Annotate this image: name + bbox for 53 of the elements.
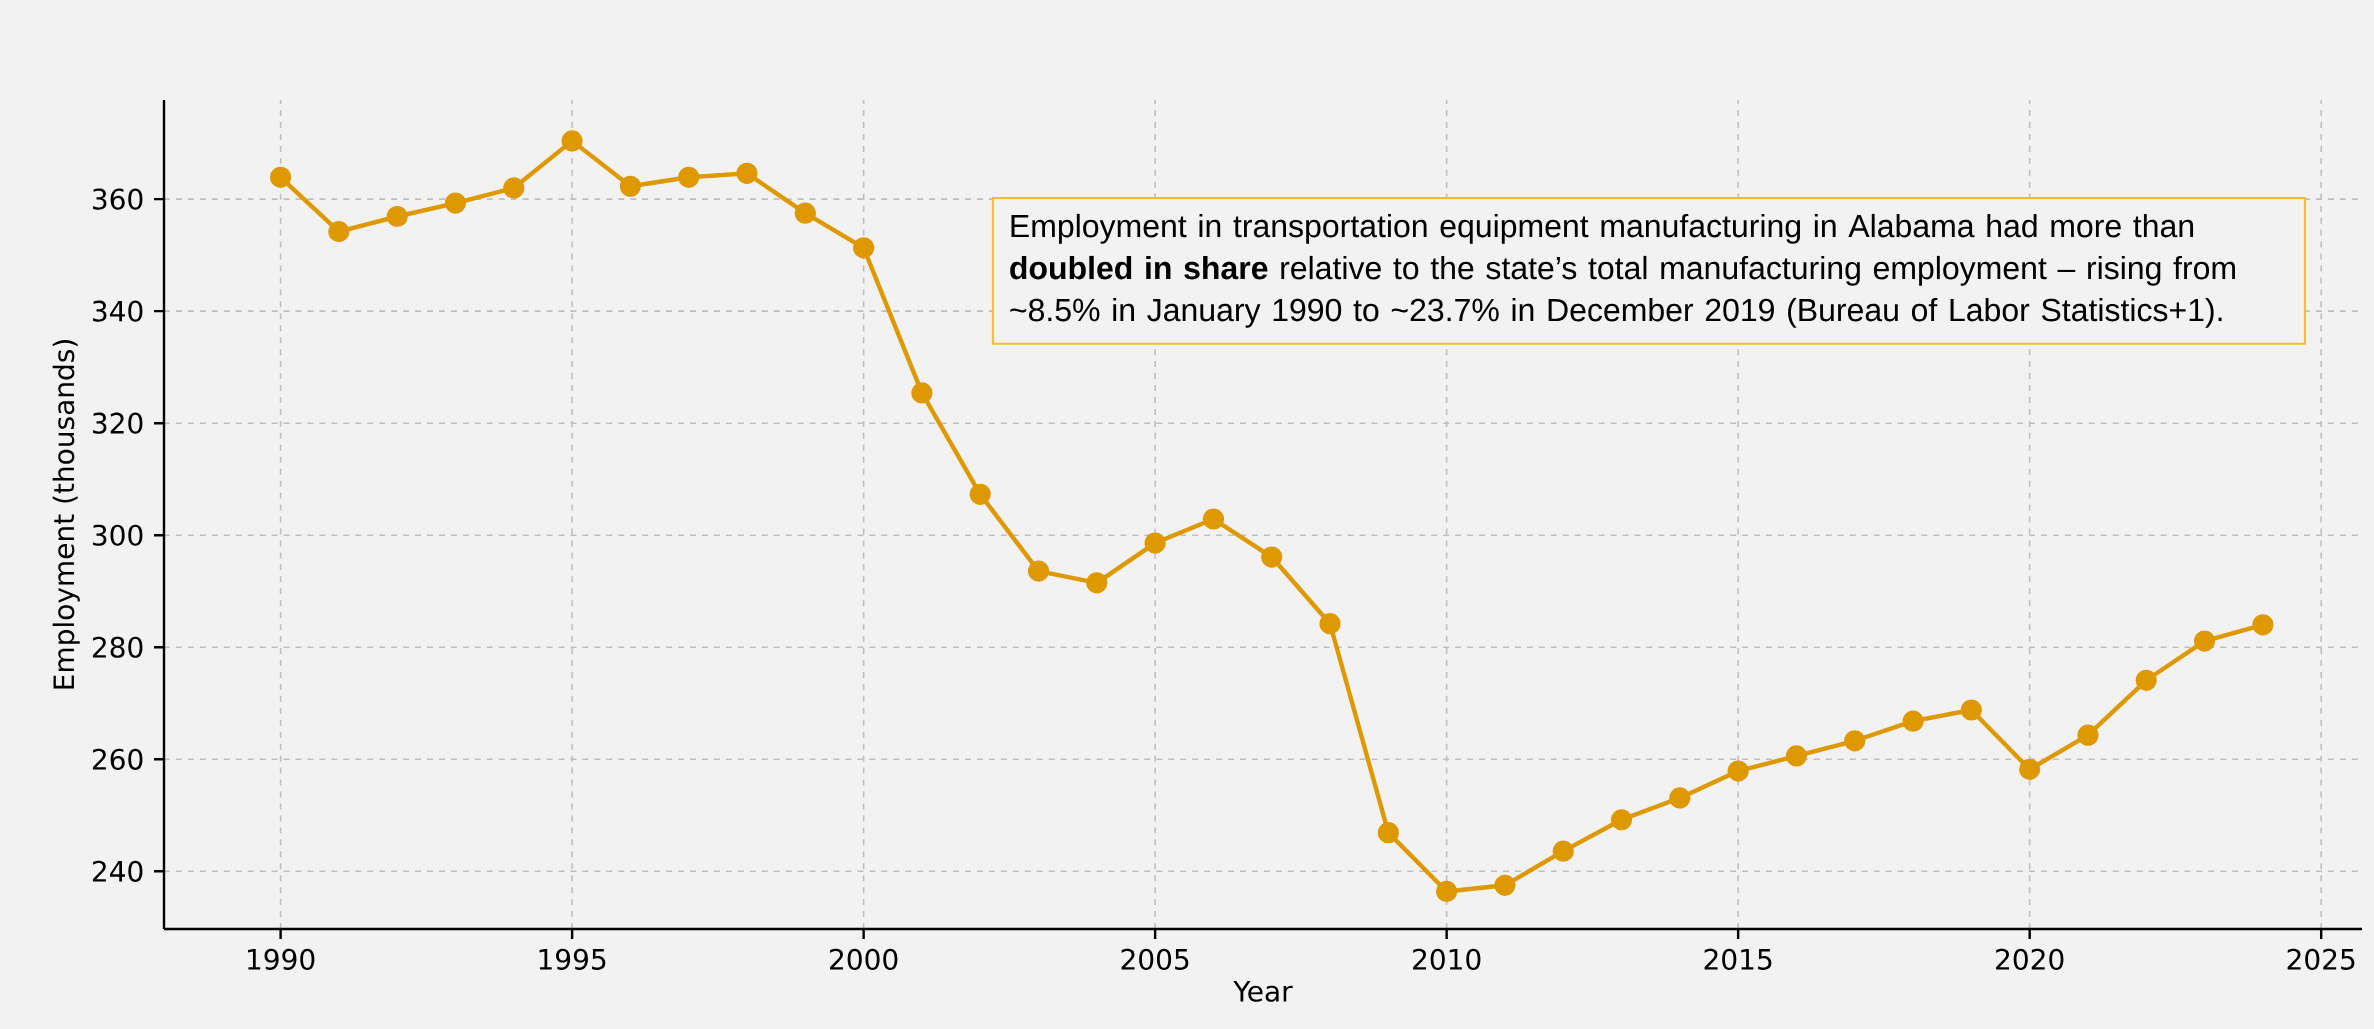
point (1377, 822, 1399, 844)
point (619, 175, 642, 197)
point (2193, 630, 2216, 652)
y-tick-label: 340 (92, 300, 143, 322)
y-axis-title: Employment (thousands) (52, 340, 80, 689)
point (1261, 546, 1283, 568)
point (1844, 730, 1866, 752)
x-tick-label: 2000 (830, 948, 898, 970)
y-tick-label: 280 (92, 636, 143, 658)
x-tick-label: 1990 (248, 948, 315, 970)
x-tick-label: 2015 (1704, 948, 1772, 970)
point (561, 130, 583, 152)
point (1086, 572, 1108, 594)
point (794, 202, 816, 224)
y-tick-label: 240 (92, 860, 143, 882)
x-tick-label: 2025 (2287, 948, 2355, 970)
point (1610, 809, 1633, 831)
point (1902, 710, 1924, 732)
point (1202, 508, 1225, 530)
x-tick-label: 1995 (539, 948, 606, 970)
point (1960, 699, 1982, 721)
point (1552, 840, 1574, 862)
point (1436, 880, 1458, 903)
point (1027, 560, 1050, 582)
y-tick-label: 260 (92, 748, 143, 770)
x-tick-label: 2005 (1121, 948, 1189, 970)
point (2252, 614, 2274, 636)
point (2019, 758, 2041, 780)
y-tick-label: 360 (92, 188, 143, 210)
point (1785, 745, 1808, 767)
point (969, 483, 991, 505)
point (328, 221, 350, 243)
x-tick-label: 2020 (1996, 948, 2064, 970)
annotation: Employment in transportation equipment manufacturing in Alabama had more than doubled in share relative to the state’s total manufacturing employment – rising from ~8.5% in January 1990 to ~23.7% in December 2019 (Bureau of Labor Statistics+1). (1010, 213, 2235, 328)
point (678, 166, 700, 188)
point (1144, 532, 1166, 554)
y-tick-label: 300 (92, 524, 143, 546)
point (503, 177, 525, 199)
x-tick-label: 2010 (1413, 948, 1481, 970)
point (911, 382, 933, 404)
point (1669, 787, 1691, 809)
point (1319, 613, 1341, 635)
point (270, 166, 292, 188)
point (2077, 724, 2099, 746)
point (1494, 874, 1516, 896)
x-axis-title: Year (1233, 980, 1293, 1002)
point (736, 162, 758, 184)
point (2135, 669, 2157, 691)
point (1727, 760, 1749, 782)
y-tick-label: 320 (92, 412, 143, 434)
point (853, 237, 875, 259)
point (444, 192, 467, 214)
point (386, 205, 408, 228)
